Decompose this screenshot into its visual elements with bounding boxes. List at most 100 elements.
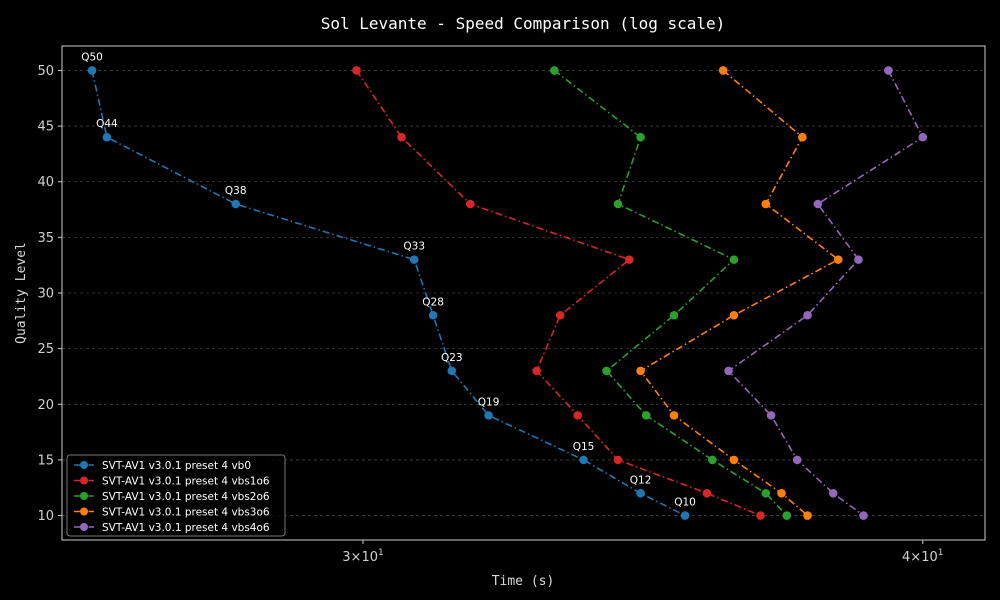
data-point bbox=[724, 366, 733, 376]
y-axis-label: Quality Level bbox=[14, 242, 29, 344]
data-point bbox=[854, 255, 863, 264]
data-point bbox=[729, 310, 739, 320]
legend-item: SVT-AV1 v3.0.1 preset 4 vbs4o6 bbox=[74, 522, 270, 534]
y-tick-label: 40 bbox=[37, 175, 54, 190]
y-tick-label: 20 bbox=[37, 398, 54, 413]
data-point bbox=[782, 511, 792, 520]
data-point bbox=[428, 310, 438, 320]
series-3 bbox=[636, 66, 843, 520]
data-point bbox=[761, 199, 771, 209]
x-tick-label: 3×101 bbox=[342, 548, 383, 565]
legend-label: SVT-AV1 v3.0.1 preset 4 vbs1o6 bbox=[102, 475, 270, 487]
data-point bbox=[918, 132, 928, 142]
data-point bbox=[532, 366, 541, 376]
annotation-label: Q12 bbox=[630, 474, 652, 486]
x-tick-label-exponent: 1 bbox=[378, 548, 384, 558]
data-point bbox=[352, 66, 361, 75]
legend-marker bbox=[80, 492, 88, 500]
x-tick-label: 4×101 bbox=[902, 548, 943, 565]
data-point bbox=[636, 132, 645, 142]
annotations: Q50 Q44 Q38 Q33 Q28 Q23 Q19 Q15 Q12 Q10 bbox=[81, 51, 696, 508]
annotation-label: Q50 bbox=[81, 51, 103, 63]
data-point bbox=[87, 66, 97, 75]
series-line bbox=[91, 70, 686, 517]
legend-label: SVT-AV1 v3.0.1 preset 4 vbs3o6 bbox=[102, 506, 270, 518]
x-tick-label-exponent: 1 bbox=[938, 548, 944, 558]
data-point bbox=[102, 132, 112, 142]
data-point bbox=[465, 199, 475, 209]
y-tick-label: 35 bbox=[37, 231, 54, 246]
legend-item: SVT-AV1 v3.0.1 preset 4 vb0 bbox=[74, 460, 251, 472]
data-point bbox=[813, 199, 823, 209]
data-point bbox=[397, 132, 406, 142]
y-tick-label: 15 bbox=[37, 453, 54, 468]
data-point bbox=[231, 199, 241, 209]
y-tick-label: 30 bbox=[37, 287, 54, 302]
series-0 bbox=[87, 66, 690, 520]
data-point bbox=[550, 66, 559, 75]
data-point bbox=[555, 310, 565, 320]
data-point bbox=[579, 455, 588, 465]
y-tick-label: 50 bbox=[37, 64, 54, 79]
legend-label: SVT-AV1 v3.0.1 preset 4 vbs2o6 bbox=[102, 491, 270, 503]
data-point bbox=[708, 455, 717, 465]
data-point bbox=[766, 411, 776, 420]
legend-item: SVT-AV1 v3.0.1 preset 4 vbs1o6 bbox=[74, 475, 270, 487]
annotation-label: Q44 bbox=[96, 118, 118, 130]
data-point bbox=[702, 488, 712, 498]
annotation-label: Q33 bbox=[403, 241, 425, 253]
data-point bbox=[573, 411, 583, 420]
legend-marker bbox=[80, 461, 88, 469]
data-point bbox=[859, 511, 868, 520]
data-point bbox=[641, 411, 651, 420]
data-point bbox=[756, 511, 765, 520]
data-point bbox=[884, 66, 893, 75]
annotation-label: Q23 bbox=[441, 352, 463, 364]
series-2 bbox=[550, 66, 792, 520]
data-point bbox=[409, 255, 419, 264]
data-point bbox=[602, 366, 611, 376]
legend-item: SVT-AV1 v3.0.1 preset 4 vbs3o6 bbox=[74, 506, 270, 518]
series-line bbox=[727, 70, 924, 517]
data-point bbox=[803, 310, 812, 320]
annotation-label: Q28 bbox=[422, 296, 444, 308]
data-point bbox=[803, 511, 812, 520]
legend-marker bbox=[80, 476, 88, 485]
annotation-label: Q38 bbox=[225, 185, 247, 197]
legend-box bbox=[66, 454, 286, 537]
data-point bbox=[669, 310, 679, 320]
legend-marker bbox=[80, 523, 88, 531]
data-point bbox=[447, 366, 457, 376]
data-point bbox=[729, 255, 739, 264]
legend-label: SVT-AV1 v3.0.1 preset 4 vbs4o6 bbox=[102, 522, 270, 534]
data-point bbox=[798, 132, 807, 142]
legend-label: SVT-AV1 v3.0.1 preset 4 vb0 bbox=[102, 460, 251, 472]
data-point bbox=[792, 455, 802, 465]
y-axis: 10 15 20 25 30 35 40 45 50 bbox=[37, 64, 62, 524]
data-point bbox=[636, 488, 645, 498]
annotation-label: Q10 bbox=[674, 497, 696, 509]
x-tick-label-base: 3×10 bbox=[342, 550, 378, 565]
data-point bbox=[828, 488, 838, 498]
data-point bbox=[613, 455, 623, 465]
x-axis-label: Time (s) bbox=[492, 574, 555, 589]
chart-title: Sol Levante - Speed Comparison (log scal… bbox=[321, 14, 726, 33]
legend-item: SVT-AV1 v3.0.1 preset 4 vbs2o6 bbox=[74, 491, 270, 503]
data-point bbox=[636, 366, 645, 376]
series-group bbox=[87, 66, 928, 520]
annotation-label: Q15 bbox=[573, 441, 595, 453]
y-tick-label: 25 bbox=[37, 342, 54, 357]
data-point bbox=[777, 488, 786, 498]
data-point bbox=[669, 411, 679, 420]
data-point bbox=[729, 455, 739, 465]
x-tick-label-base: 4×10 bbox=[902, 550, 938, 565]
data-point bbox=[833, 255, 843, 264]
x-axis: 3×101 4×101 bbox=[342, 540, 943, 565]
series-1 bbox=[352, 66, 765, 520]
y-tick-label: 10 bbox=[37, 509, 54, 524]
series-line bbox=[553, 69, 788, 517]
data-point bbox=[680, 511, 690, 520]
annotation-label: Q19 bbox=[478, 396, 500, 408]
legend: SVT-AV1 v3.0.1 preset 4 vb0 SVT-AV1 v3.0.… bbox=[66, 454, 286, 537]
